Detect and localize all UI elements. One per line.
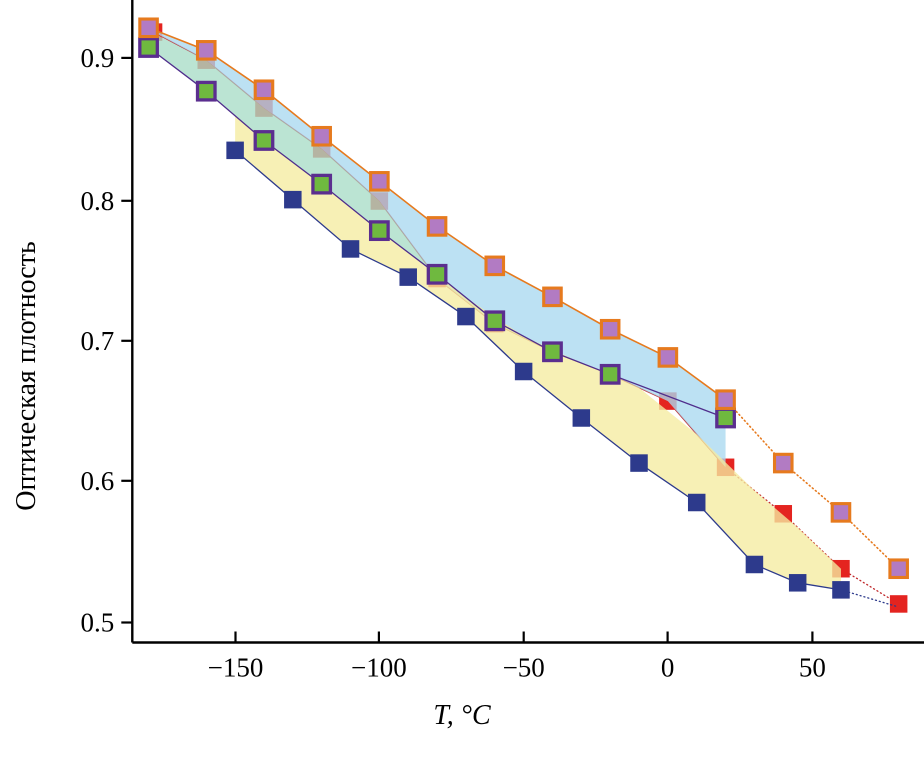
svg-text:−150: −150 [208,653,264,683]
svg-text:0.8: 0.8 [81,186,115,216]
svg-text:0.9: 0.9 [81,43,115,73]
svg-text:−50: −50 [503,653,545,683]
svg-text:0.5: 0.5 [81,608,115,638]
svg-text:0.6: 0.6 [81,466,115,496]
svg-text:50: 50 [799,653,826,683]
svg-text:0: 0 [661,653,675,683]
svg-text:−100: −100 [351,653,407,683]
svg-text:0.7: 0.7 [81,326,115,356]
